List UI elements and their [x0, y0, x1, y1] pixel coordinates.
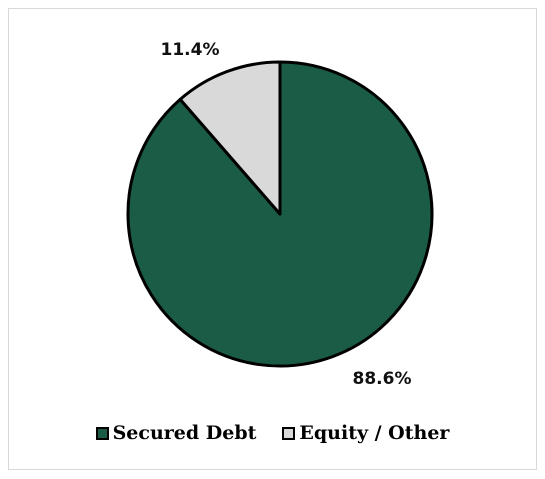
data-label-secured-debt: 88.6% [353, 369, 412, 389]
legend-item-secured-debt[interactable]: Secured Debt [95, 422, 257, 444]
legend-item-equity-other[interactable]: Equity / Other [282, 422, 449, 444]
data-label-equity-other: 11.4% [161, 40, 220, 60]
slice-equity-other [178, 60, 282, 216]
legend-label-equity-other: Equity / Other [299, 422, 450, 444]
legend-label-secured-debt: Secured Debt [112, 422, 257, 444]
legend: Secured Debt Equity / Other [0, 422, 545, 444]
legend-swatch-equity-other [282, 426, 296, 440]
legend-swatch-secured-debt [95, 426, 109, 440]
